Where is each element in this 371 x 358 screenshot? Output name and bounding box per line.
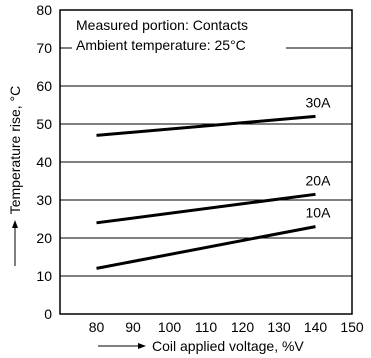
- x-tick-label-90: 90: [125, 319, 141, 335]
- x-tick-label-100: 100: [158, 319, 182, 335]
- plot-frame: [59, 9, 353, 315]
- x-tick-label-140: 140: [304, 319, 328, 335]
- series-labels: 30A 20A 10A: [306, 94, 332, 220]
- grid: [60, 47, 352, 277]
- y-tick-label-10: 10: [36, 268, 52, 284]
- x-tick-label-150: 150: [340, 319, 364, 335]
- y-tick-label-70: 70: [36, 40, 52, 56]
- annotation-background: [72, 15, 286, 57]
- series-label-20A: 20A: [306, 172, 332, 188]
- x-tick-label-120: 120: [231, 319, 255, 335]
- y-tick-label-20: 20: [36, 230, 52, 246]
- y-tick-labels: 0 10 20 30 40 50 60 70 80: [36, 2, 52, 322]
- y-tick-label-50: 50: [36, 116, 52, 132]
- x-tick-label-130: 130: [267, 319, 291, 335]
- series-label-10A: 10A: [306, 205, 332, 221]
- y-tick-label-80: 80: [36, 2, 52, 18]
- annotation-box: Measured portion: Contacts Ambient tempe…: [72, 15, 286, 57]
- y-axis-label: Temperature rise, °C: [7, 86, 23, 215]
- y-tick-label-40: 40: [36, 154, 52, 170]
- x-tick-labels: 80 90 100 110 120 130 140 150: [89, 319, 364, 335]
- annotation-ambient-temperature: Ambient temperature: 25°C: [76, 37, 246, 53]
- x-tick-label-110: 110: [195, 319, 218, 335]
- y-axis-arrowhead: [12, 220, 18, 228]
- y-tick-label-30: 30: [36, 192, 52, 208]
- series-line-30A: [96, 114, 316, 137]
- series-line-20A: [96, 192, 316, 225]
- y-axis-title: Temperature rise, °C: [7, 86, 23, 266]
- y-tick-label-60: 60: [36, 78, 52, 94]
- x-tick-label-80: 80: [89, 319, 105, 335]
- x-axis-arrowhead: [138, 343, 146, 349]
- annotation-measured-portion: Measured portion: Contacts: [76, 17, 248, 33]
- x-axis-label: Coil applied voltage, %V: [152, 338, 304, 354]
- series-lines: [96, 114, 316, 270]
- y-tick-label-0: 0: [44, 306, 52, 322]
- series-label-30A: 30A: [306, 94, 332, 110]
- series-line-10A: [96, 225, 316, 270]
- x-axis-title: Coil applied voltage, %V: [98, 338, 304, 354]
